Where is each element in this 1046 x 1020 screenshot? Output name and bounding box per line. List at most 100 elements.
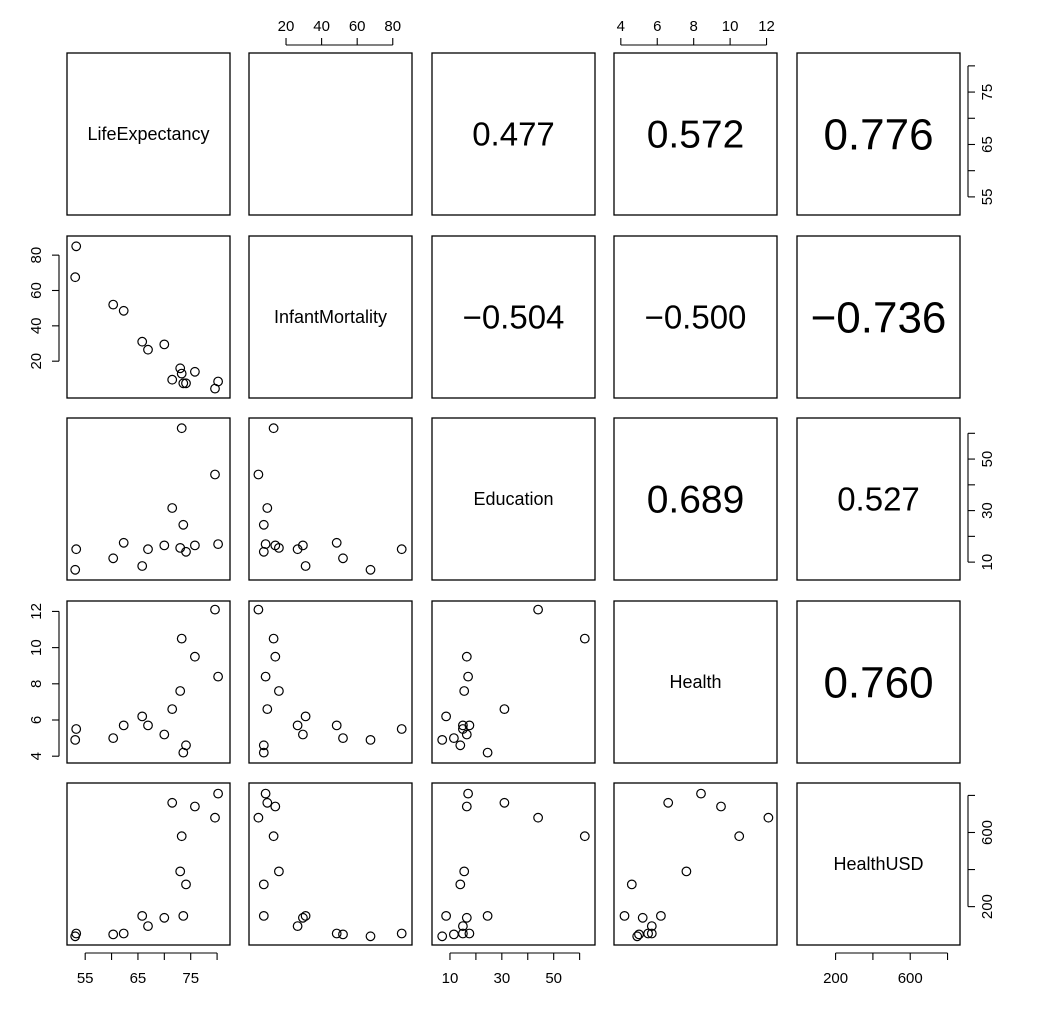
correlation-value: −0.736	[811, 293, 947, 342]
data-point	[118, 720, 129, 731]
data-point	[159, 339, 170, 350]
data-point	[178, 911, 189, 921]
data-point	[300, 911, 311, 921]
data-point	[258, 879, 269, 890]
data-point	[253, 604, 264, 615]
panel-infant-mortality-health	[613, 235, 778, 399]
data-point	[461, 912, 472, 923]
y-tick-label-health: 6	[28, 716, 45, 724]
y-tick-label-life-expectancy: 55	[979, 189, 996, 206]
data-point	[461, 801, 472, 812]
data-point	[176, 831, 187, 842]
x-tick-label-infant-mortality: 40	[313, 18, 330, 35]
y-tick-label-education: 10	[979, 554, 996, 571]
data-point	[210, 469, 220, 480]
data-point	[213, 788, 224, 799]
panel-infant-mortality-health-usd	[796, 235, 961, 399]
data-point	[262, 797, 273, 808]
data-point	[213, 539, 224, 549]
data-point	[175, 686, 186, 696]
data-point	[159, 729, 170, 740]
correlation-value: 0.776	[823, 110, 933, 159]
y-tick-label-infant-mortality: 80	[28, 247, 45, 264]
variable-label-education: Education	[473, 489, 553, 509]
variable-label-infant-mortality: InfantMortality	[274, 307, 387, 327]
data-point	[338, 929, 348, 940]
data-point	[260, 671, 271, 682]
data-point	[137, 711, 148, 722]
data-point	[258, 747, 269, 758]
data-point	[71, 724, 82, 734]
data-point	[159, 912, 170, 923]
panel-education-health-usd	[796, 417, 961, 581]
data-point	[159, 540, 170, 551]
data-point	[258, 740, 269, 751]
data-point	[396, 724, 407, 734]
data-point	[181, 879, 191, 890]
panel-education-life-expectancy	[66, 417, 231, 581]
panel-life-expectancy-education	[431, 52, 596, 216]
panel-health-life-expectancy	[66, 600, 231, 764]
x-tick-label-health: 4	[617, 18, 625, 35]
data-point	[253, 812, 264, 823]
data-point	[455, 740, 466, 751]
data-point	[298, 540, 308, 551]
correlation-value: 0.477	[472, 116, 555, 153]
data-point	[189, 801, 200, 812]
data-point	[143, 544, 153, 555]
panel-health-health-usd	[796, 600, 961, 764]
data-point	[298, 729, 308, 740]
x-tick-label-infant-mortality: 20	[278, 18, 295, 35]
y-tick-label-life-expectancy: 75	[979, 84, 996, 101]
correlation-value: −0.500	[645, 299, 747, 336]
x-tick-label-life-expectancy: 55	[77, 970, 94, 987]
data-point	[189, 540, 200, 551]
data-point	[449, 929, 459, 940]
y-tick-label-health-usd: 200	[979, 894, 996, 919]
data-point	[258, 911, 269, 921]
correlation-value: 0.689	[647, 479, 745, 522]
data-point	[270, 651, 281, 662]
data-point	[137, 911, 148, 921]
x-tick-label-health: 12	[758, 18, 775, 35]
data-point	[260, 539, 271, 549]
data-point	[176, 368, 187, 379]
data-point	[461, 729, 472, 740]
panel-infant-mortality-education	[431, 235, 596, 399]
data-point	[176, 423, 187, 434]
data-point	[189, 651, 200, 662]
y-tick-label-health: 10	[28, 639, 45, 656]
data-point	[108, 929, 119, 940]
data-point	[143, 921, 153, 931]
data-point	[70, 735, 81, 745]
data-point	[262, 704, 273, 714]
data-point	[579, 831, 590, 842]
data-point	[210, 604, 220, 615]
data-point	[300, 711, 311, 722]
data-point	[464, 720, 475, 731]
data-point	[262, 503, 273, 513]
data-point	[461, 651, 472, 662]
panel-infant-mortality-life-expectancy	[66, 235, 231, 399]
data-point	[108, 733, 119, 743]
panel-health-usd-infant-mortality	[248, 782, 413, 946]
data-point	[458, 921, 468, 931]
panel-life-expectancy-health-usd	[796, 52, 961, 216]
x-tick-label-infant-mortality: 80	[384, 18, 401, 35]
y-tick-label-infant-mortality: 20	[28, 353, 45, 370]
data-point	[365, 735, 376, 745]
panel-health-health	[613, 600, 778, 764]
data-point	[258, 546, 269, 557]
data-point	[482, 911, 493, 921]
data-point	[632, 931, 643, 942]
data-point	[734, 831, 745, 842]
variable-label-health: Health	[669, 672, 721, 692]
data-point	[274, 686, 284, 696]
data-point	[108, 299, 119, 310]
data-point	[716, 801, 726, 812]
data-point	[71, 544, 82, 555]
data-point	[143, 344, 153, 355]
x-tick-label-health-usd: 600	[898, 970, 923, 987]
x-tick-label-health-usd: 200	[823, 970, 848, 987]
